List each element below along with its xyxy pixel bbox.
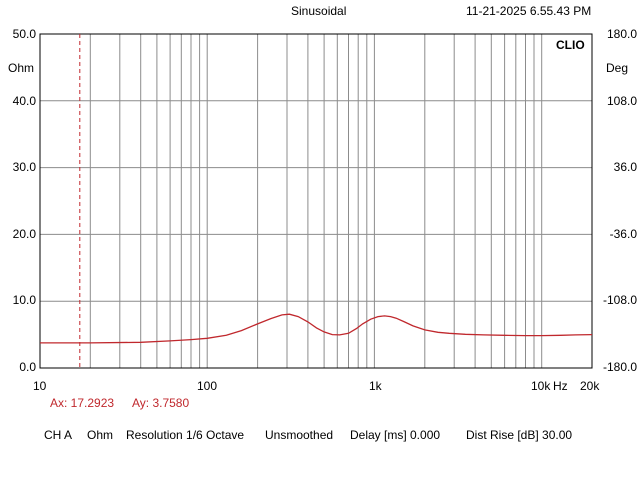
measurement-mode: Sinusoidal [291, 4, 347, 18]
y2-tick-neg36: -36.0 [609, 227, 637, 241]
y-tick-20: 20.0 [12, 227, 36, 241]
brand-label: CLIO [556, 38, 585, 52]
x-axis-unit: Hz [553, 379, 568, 393]
y2-tick-neg180: -180.0 [602, 360, 637, 374]
y2-tick-108: 108.0 [606, 94, 637, 108]
x-tick-10: 10 [33, 379, 47, 393]
delay-label: Delay [ms] 0.000 [350, 428, 441, 442]
y2-tick-36: 36.0 [613, 160, 637, 174]
y-tick-0: 0.0 [19, 360, 36, 374]
left-axis-unit: Ohm [8, 61, 35, 75]
impedance-curve [40, 313, 593, 344]
y-tick-30: 30.0 [12, 160, 36, 174]
y-tick-50: 50.0 [12, 27, 36, 41]
y2-tick-180: 180.0 [606, 27, 637, 41]
y2-tick-neg108: -108.0 [602, 293, 637, 307]
right-axis-unit: Deg [606, 61, 629, 75]
plot-frame [39, 33, 593, 369]
dist-rise-label: Dist Rise [dB] 30.00 [466, 428, 573, 442]
y-tick-40: 40.0 [12, 94, 36, 108]
timestamp: 11-21-2025 6.55.43 PM [466, 4, 592, 18]
smoothing-label: Unsmoothed [265, 428, 334, 442]
x-tick-1k: 1k [369, 379, 382, 393]
cursor-y-readout: Ay: 3.7580 [132, 396, 190, 410]
resolution-label: Resolution 1/6 Octave [126, 428, 245, 442]
vertical-grid [89, 34, 543, 368]
channel-label: CH A [44, 428, 73, 442]
cursor-x-readout: Ax: 17.2923 [50, 396, 115, 410]
unit-label: Ohm [87, 428, 114, 442]
x-tick-20k: 20k [580, 379, 600, 393]
horizontal-grid [40, 100, 592, 302]
x-tick-10k: 10k [531, 379, 551, 393]
x-tick-100: 100 [197, 379, 218, 393]
y-tick-10: 10.0 [12, 293, 36, 307]
